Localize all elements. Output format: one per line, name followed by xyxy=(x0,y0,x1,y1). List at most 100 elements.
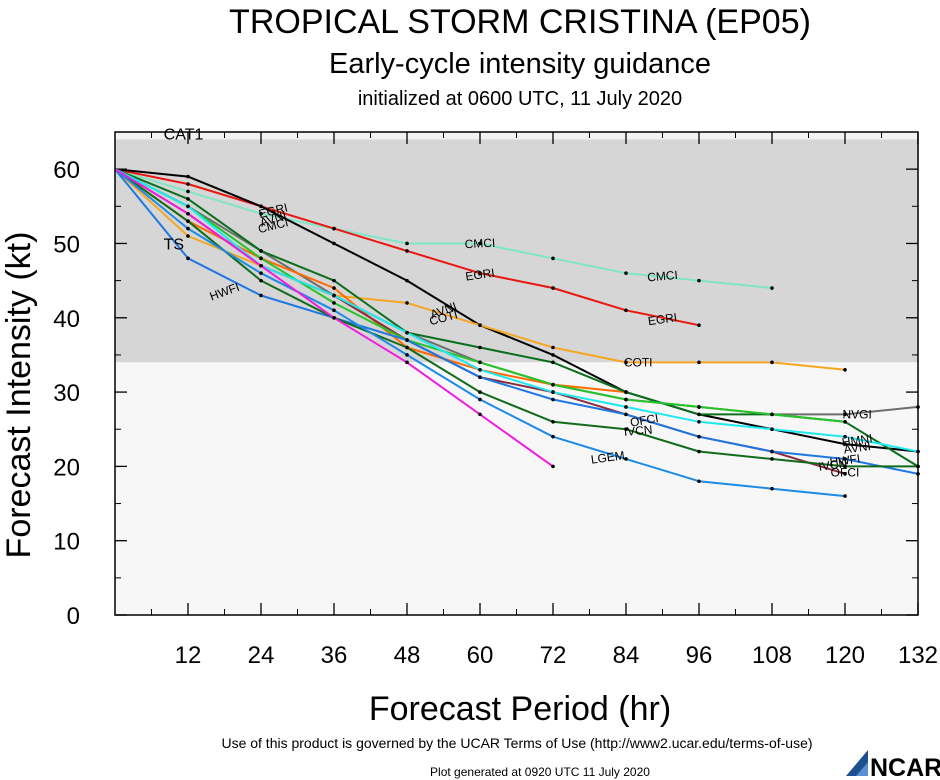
point-hmni xyxy=(478,367,482,372)
point-lgem xyxy=(478,397,482,402)
point-coti xyxy=(770,360,774,365)
intensity-bands xyxy=(115,132,918,615)
series-line-avni xyxy=(114,168,919,453)
point-hmni xyxy=(186,204,190,209)
x-tick-label-60: 60 xyxy=(467,642,494,669)
plot-frame xyxy=(114,131,919,616)
point-tabm xyxy=(478,412,482,417)
point-hwfi xyxy=(478,375,482,380)
band-2 xyxy=(115,362,918,615)
point-dshp xyxy=(843,420,847,424)
series-label-lgem: LGEM xyxy=(590,448,626,467)
point-ofci xyxy=(843,472,847,476)
series-label-hwfi: HWFI xyxy=(829,451,861,469)
point-cmci xyxy=(478,241,482,246)
point-hmni xyxy=(624,405,628,409)
point-cmci xyxy=(551,256,555,261)
point-ivcn xyxy=(624,427,628,432)
point-coti xyxy=(478,323,482,328)
series-label-ts: TS xyxy=(164,237,184,254)
point-cmci xyxy=(770,286,774,290)
x-tick-label-36: 36 xyxy=(321,642,348,669)
point-lgem xyxy=(843,494,847,498)
point-coti xyxy=(405,301,409,305)
point-dshp xyxy=(697,405,701,409)
y-tick-label-20: 20 xyxy=(53,454,80,481)
point-ivcn xyxy=(186,219,190,223)
series-line-cmci xyxy=(114,168,773,289)
series-line-ivcn xyxy=(114,168,918,468)
ncar-logo: NCAR xyxy=(846,750,940,780)
point-hmni xyxy=(332,293,336,298)
chart-subtitle: Early-cycle intensity guidance xyxy=(329,48,711,80)
point-egri xyxy=(332,226,336,231)
x-tick-label-24: 24 xyxy=(248,642,275,669)
point-ship xyxy=(697,412,701,417)
point-avni xyxy=(843,442,847,446)
point-lgem xyxy=(624,457,628,461)
series-label-hmni: HMNI xyxy=(841,431,873,449)
series-label-avni: AVNI xyxy=(843,439,872,457)
x-tick-label-12: 12 xyxy=(175,642,202,669)
series-label-ofci: OFCI xyxy=(831,465,860,479)
point-ivcn xyxy=(770,457,774,461)
series-label-egri: EGRI xyxy=(647,310,678,328)
point-avni xyxy=(186,174,190,179)
point-dshp xyxy=(770,412,774,417)
point-avni xyxy=(551,353,555,357)
point-tabm xyxy=(332,315,336,320)
point-hwfi xyxy=(551,397,555,402)
point-hmni xyxy=(843,434,847,439)
point-coti xyxy=(551,345,555,350)
series-line-hmni xyxy=(114,168,919,453)
point-hwfi xyxy=(697,434,701,439)
series-cmci xyxy=(114,168,774,290)
point-lgem xyxy=(186,226,190,231)
point-egri xyxy=(405,249,409,253)
point-ivcn xyxy=(478,390,482,394)
x-tick-label-132: 132 xyxy=(898,642,938,669)
point-egri xyxy=(186,182,190,186)
point-cmci xyxy=(624,271,628,275)
x-tick-label-108: 108 xyxy=(752,642,792,669)
series-label-egri: EGRI xyxy=(464,266,495,284)
y-tick-label-40: 40 xyxy=(53,306,80,333)
point-hmni xyxy=(551,390,555,394)
point-ship xyxy=(624,390,628,394)
point-ofcl xyxy=(332,286,336,290)
series-label-ivcn: IVCN xyxy=(623,422,653,438)
point-nvgi xyxy=(843,412,847,417)
series-label-coti: COTI xyxy=(624,355,653,369)
x-tick-label-48: 48 xyxy=(394,642,421,669)
point-dshp xyxy=(551,382,555,387)
point-dshp xyxy=(259,256,263,261)
series-label-cmci: CMCI xyxy=(647,268,679,285)
y-tick-label-10: 10 xyxy=(53,529,80,556)
point-tabm xyxy=(186,211,190,216)
point-hwfi xyxy=(624,412,628,417)
chart-title: TROPICAL STORM CRISTINA (EP05) xyxy=(229,3,811,41)
point-hmni xyxy=(405,330,409,335)
x-tick-label-84: 84 xyxy=(613,642,640,669)
point-ship xyxy=(186,197,190,201)
point-dshp xyxy=(624,397,628,402)
x-axis-label: Forecast Period (hr) xyxy=(369,690,671,728)
point-ivcn xyxy=(405,345,409,350)
series-lgem xyxy=(114,168,847,498)
generated-time: Plot generated at 0920 UTC 11 July 2020 xyxy=(430,765,650,779)
point-coti xyxy=(843,367,847,372)
terms-notice: Use of this product is governed by the U… xyxy=(221,735,812,751)
x-tick-label-72: 72 xyxy=(540,642,567,669)
point-ivcn xyxy=(697,449,701,454)
point-avni xyxy=(332,241,336,246)
series-label-nvgi: NVGI xyxy=(842,407,871,421)
point-egri xyxy=(551,286,555,290)
point-hmni xyxy=(770,427,774,432)
series-label-cmci: CMCI xyxy=(464,236,495,252)
series-label-ivcn: IVCN xyxy=(818,456,848,474)
ncar-logo-text: NCAR xyxy=(870,754,940,780)
point-hwfi xyxy=(405,338,409,342)
point-ship xyxy=(551,360,555,365)
point-coti xyxy=(697,360,701,365)
point-tabm xyxy=(551,464,555,469)
